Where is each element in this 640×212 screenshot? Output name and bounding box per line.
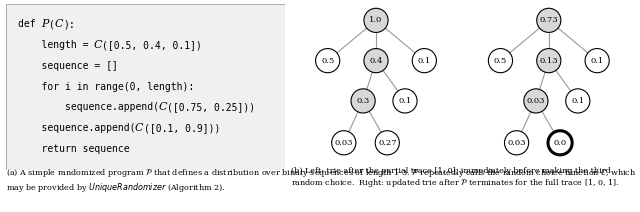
Circle shape bbox=[412, 49, 436, 73]
Text: 0.27: 0.27 bbox=[378, 139, 397, 147]
Text: 0.03: 0.03 bbox=[527, 97, 545, 105]
Circle shape bbox=[504, 131, 529, 155]
Circle shape bbox=[537, 49, 561, 73]
Text: 0.4: 0.4 bbox=[369, 57, 383, 65]
Text: 0.1: 0.1 bbox=[398, 97, 412, 105]
Text: length =: length = bbox=[17, 40, 94, 50]
Text: 0.5: 0.5 bbox=[321, 57, 334, 65]
Text: 0.03: 0.03 bbox=[335, 139, 353, 147]
Text: def: def bbox=[17, 19, 41, 29]
Text: C: C bbox=[135, 123, 143, 133]
Text: sequence.append(: sequence.append( bbox=[17, 102, 159, 112]
Text: P: P bbox=[41, 19, 49, 29]
FancyBboxPatch shape bbox=[6, 4, 285, 170]
Text: 0.73: 0.73 bbox=[540, 16, 558, 24]
Text: for i in range(0, length):: for i in range(0, length): bbox=[17, 82, 194, 92]
Circle shape bbox=[566, 89, 590, 113]
Text: C: C bbox=[159, 102, 167, 112]
Text: (b) Left: trie after the partial trace [1, 0], immediately before making the thi: (b) Left: trie after the partial trace [… bbox=[291, 167, 620, 189]
Text: 0.0: 0.0 bbox=[554, 139, 566, 147]
Text: ([0.5, 0.4, 0.1]): ([0.5, 0.4, 0.1]) bbox=[102, 40, 202, 50]
Text: 0.03: 0.03 bbox=[508, 139, 526, 147]
Circle shape bbox=[375, 131, 399, 155]
Circle shape bbox=[537, 8, 561, 32]
Circle shape bbox=[351, 89, 375, 113]
Circle shape bbox=[585, 49, 609, 73]
Text: sequence.append(: sequence.append( bbox=[17, 123, 135, 133]
Text: 0.5: 0.5 bbox=[494, 57, 507, 65]
Circle shape bbox=[364, 8, 388, 32]
Text: 0.1: 0.1 bbox=[418, 57, 431, 65]
Text: ([0.75, 0.25])): ([0.75, 0.25])) bbox=[167, 102, 255, 112]
Text: 0.1: 0.1 bbox=[591, 57, 604, 65]
Text: (: ( bbox=[49, 19, 54, 29]
Text: sequence = []: sequence = [] bbox=[17, 61, 117, 71]
Circle shape bbox=[364, 49, 388, 73]
Text: 1.0: 1.0 bbox=[369, 16, 383, 24]
Text: ):: ): bbox=[63, 19, 75, 29]
Text: return sequence: return sequence bbox=[17, 144, 129, 154]
Text: 0.3: 0.3 bbox=[356, 97, 370, 105]
Circle shape bbox=[488, 49, 513, 73]
Circle shape bbox=[316, 49, 340, 73]
Circle shape bbox=[332, 131, 356, 155]
Text: 0.13: 0.13 bbox=[540, 57, 558, 65]
Text: ([0.1, 0.9])): ([0.1, 0.9])) bbox=[143, 123, 220, 133]
Text: C: C bbox=[94, 40, 102, 50]
Circle shape bbox=[393, 89, 417, 113]
Circle shape bbox=[524, 89, 548, 113]
Text: C: C bbox=[54, 19, 63, 29]
Circle shape bbox=[548, 131, 572, 155]
Text: (a) A simple randomized program $\mathcal{P}$ that defines a distribution over b: (a) A simple randomized program $\mathca… bbox=[6, 167, 637, 194]
Text: 0.1: 0.1 bbox=[571, 97, 584, 105]
